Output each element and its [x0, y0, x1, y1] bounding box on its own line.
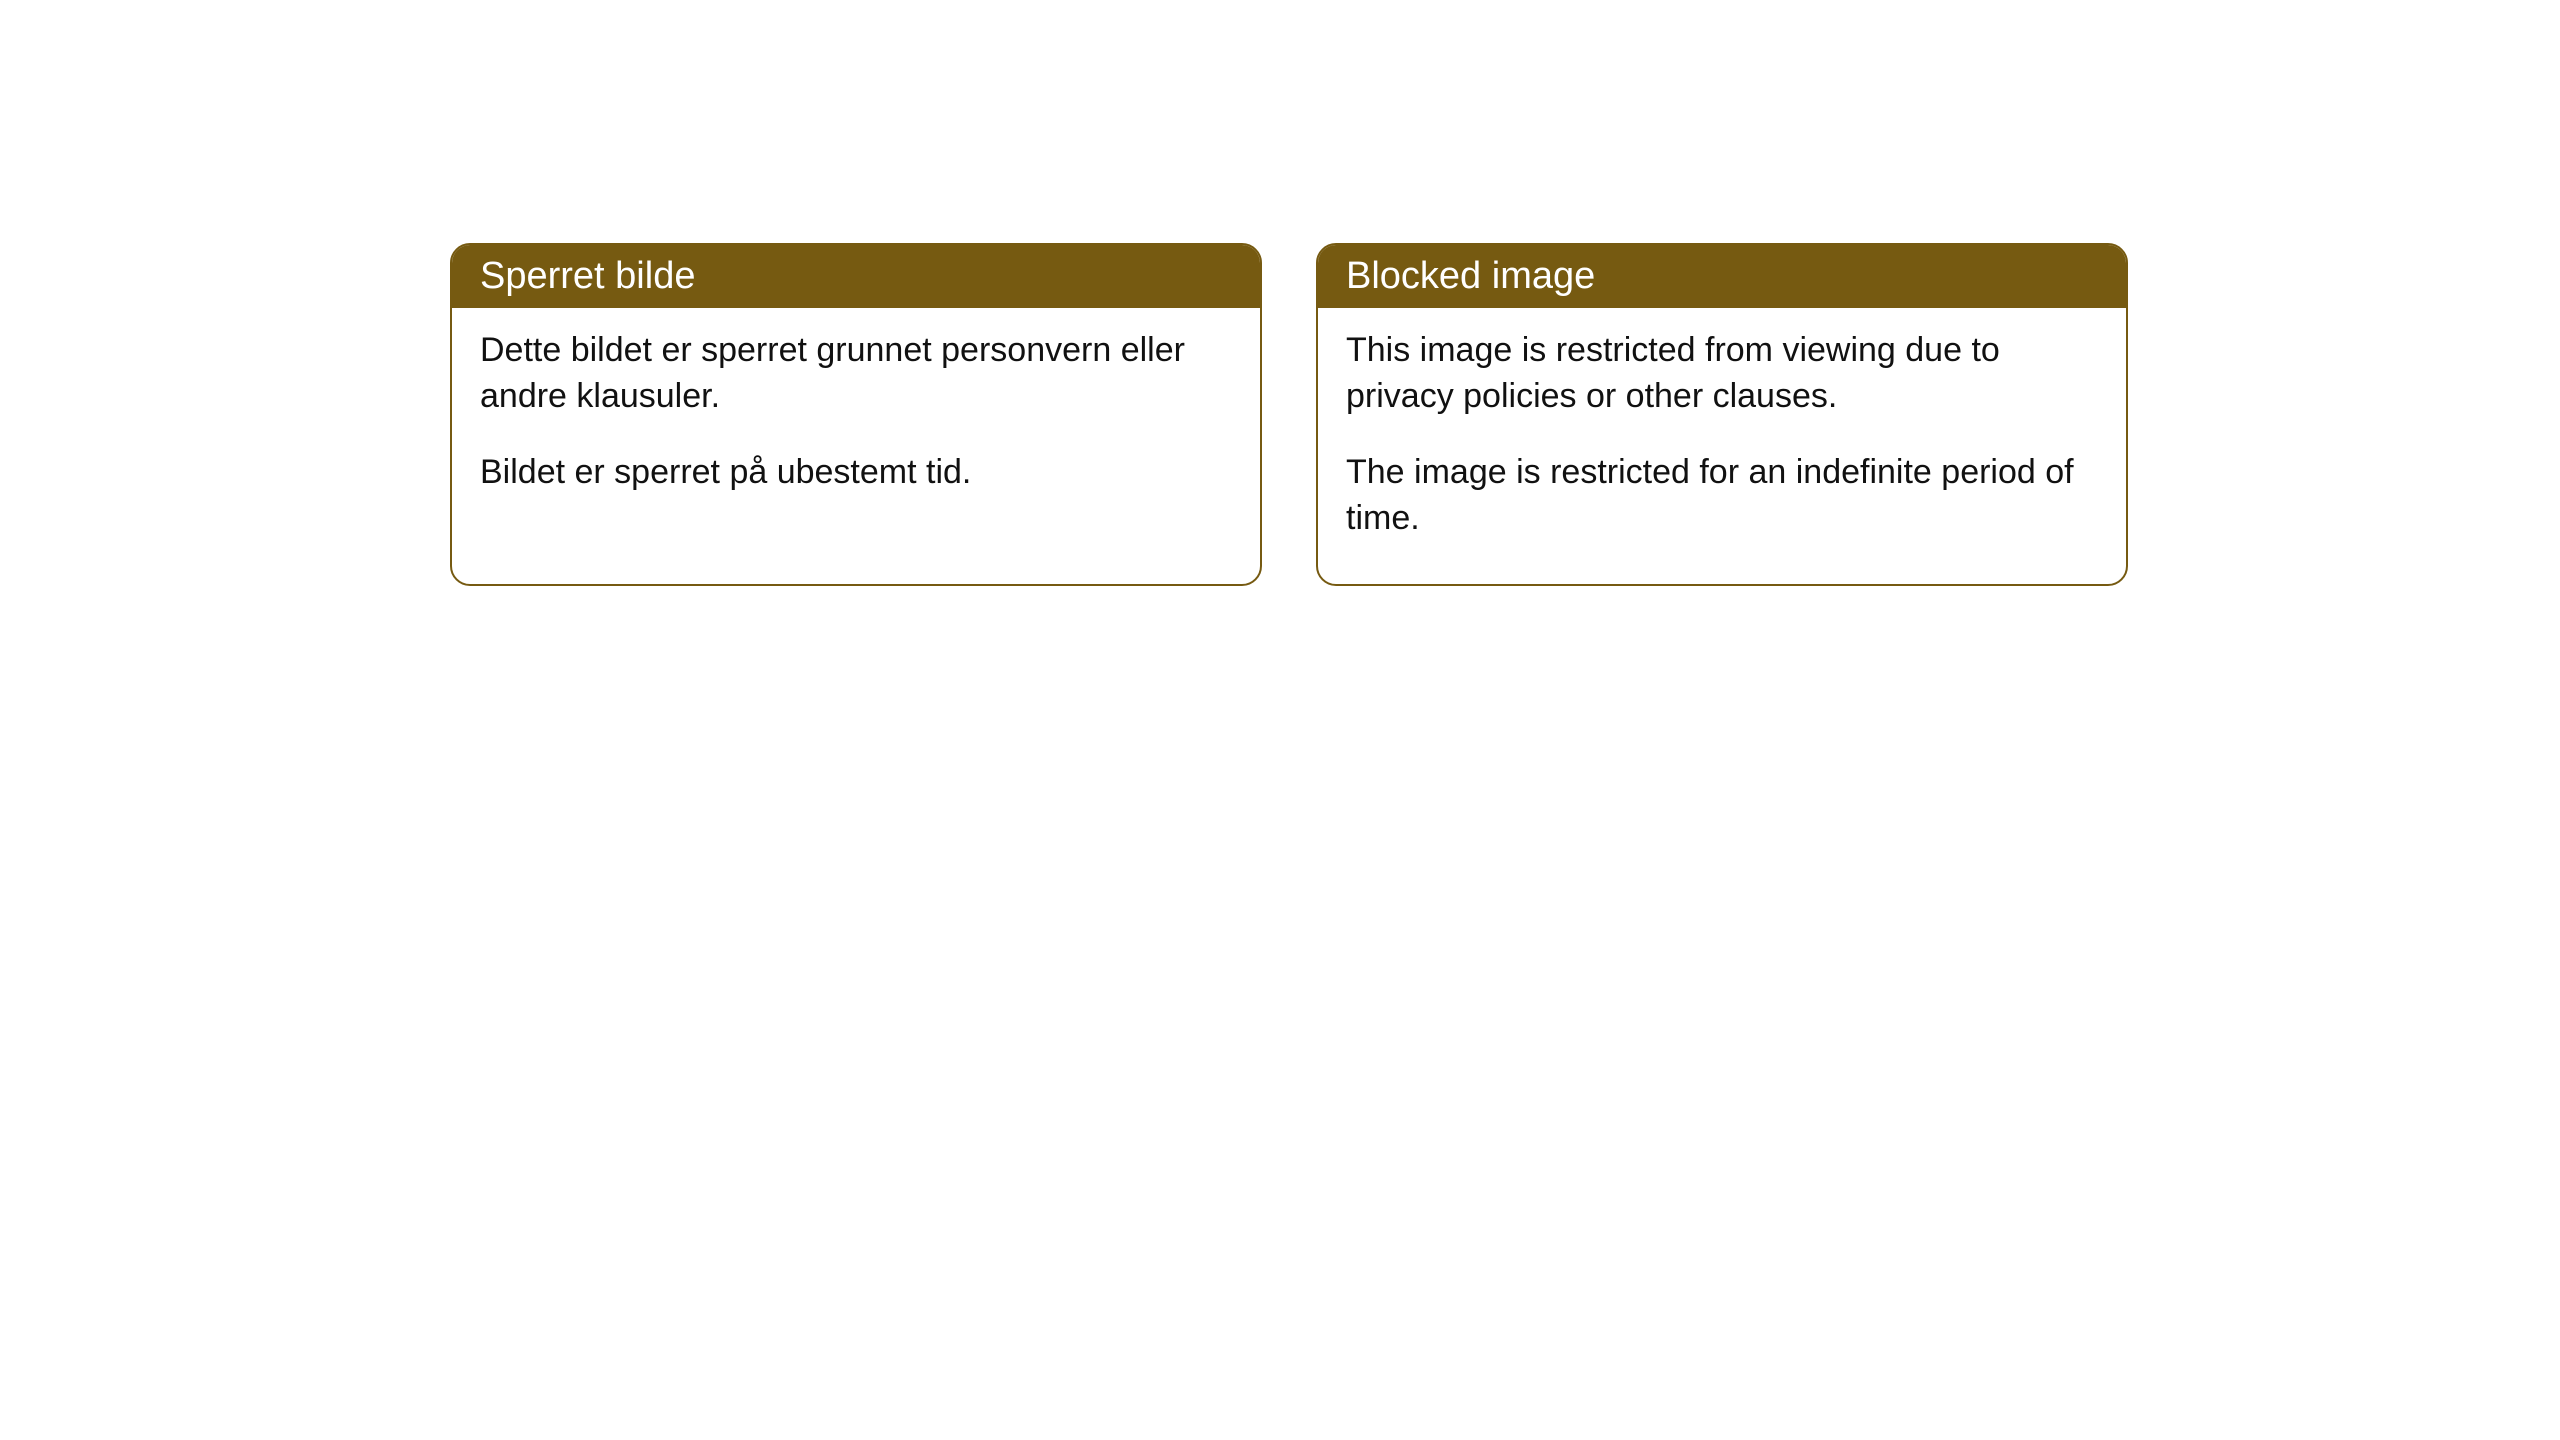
notice-header: Sperret bilde [452, 245, 1260, 308]
notice-title: Sperret bilde [480, 255, 695, 297]
notice-card-english: Blocked image This image is restricted f… [1316, 243, 2128, 586]
notice-body: Dette bildet er sperret grunnet personve… [452, 308, 1260, 538]
notice-title: Blocked image [1346, 255, 1595, 297]
notice-header: Blocked image [1318, 245, 2126, 308]
notice-paragraph: The image is restricted for an indefinit… [1346, 450, 2098, 542]
notice-paragraph: This image is restricted from viewing du… [1346, 328, 2098, 420]
notice-container: Sperret bilde Dette bildet er sperret gr… [450, 243, 2128, 586]
notice-card-norwegian: Sperret bilde Dette bildet er sperret gr… [450, 243, 1262, 586]
notice-paragraph: Bildet er sperret på ubestemt tid. [480, 450, 1232, 496]
notice-body: This image is restricted from viewing du… [1318, 308, 2126, 584]
notice-paragraph: Dette bildet er sperret grunnet personve… [480, 328, 1232, 420]
